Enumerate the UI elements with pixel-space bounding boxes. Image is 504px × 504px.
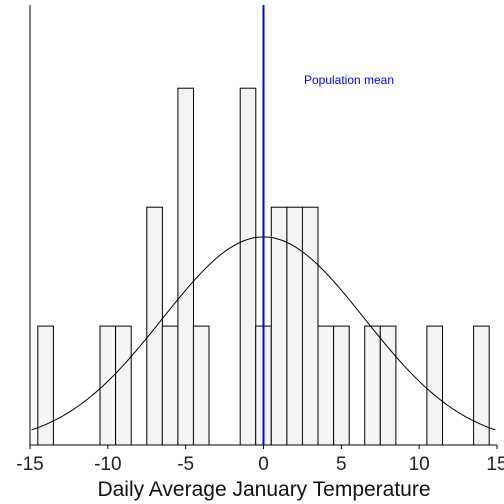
histogram-bar <box>426 325 443 446</box>
x-tick-label: 5 <box>336 454 347 475</box>
x-tick-label: 0 <box>258 454 269 475</box>
x-tick-label: 15 <box>486 454 504 475</box>
x-tick-label: -10 <box>94 454 121 475</box>
histogram-bar <box>146 206 163 446</box>
x-axis-label: Daily Average January Temperature <box>97 478 430 501</box>
histogram-bar <box>239 87 257 446</box>
population-mean-label: Population mean <box>304 73 394 87</box>
histogram-bar <box>333 325 350 446</box>
histogram-bar <box>301 206 319 446</box>
histogram-bar <box>192 325 210 446</box>
x-axis-ticks: -15 -10 -5 0 5 10 15 <box>16 445 504 475</box>
histogram-bars <box>37 87 490 446</box>
histogram-bar <box>99 325 117 446</box>
histogram-bar <box>115 325 132 446</box>
x-tick-label: -15 <box>16 454 43 475</box>
histogram-bar <box>177 87 194 446</box>
x-tick-label: 10 <box>409 454 430 475</box>
histogram-bar <box>364 325 381 446</box>
histogram-bar <box>161 325 179 446</box>
histogram-bar <box>270 206 288 446</box>
histogram-bar <box>317 325 335 446</box>
histogram-bar <box>286 206 303 446</box>
x-tick-label: -5 <box>177 454 194 475</box>
histogram-bar <box>379 325 397 446</box>
